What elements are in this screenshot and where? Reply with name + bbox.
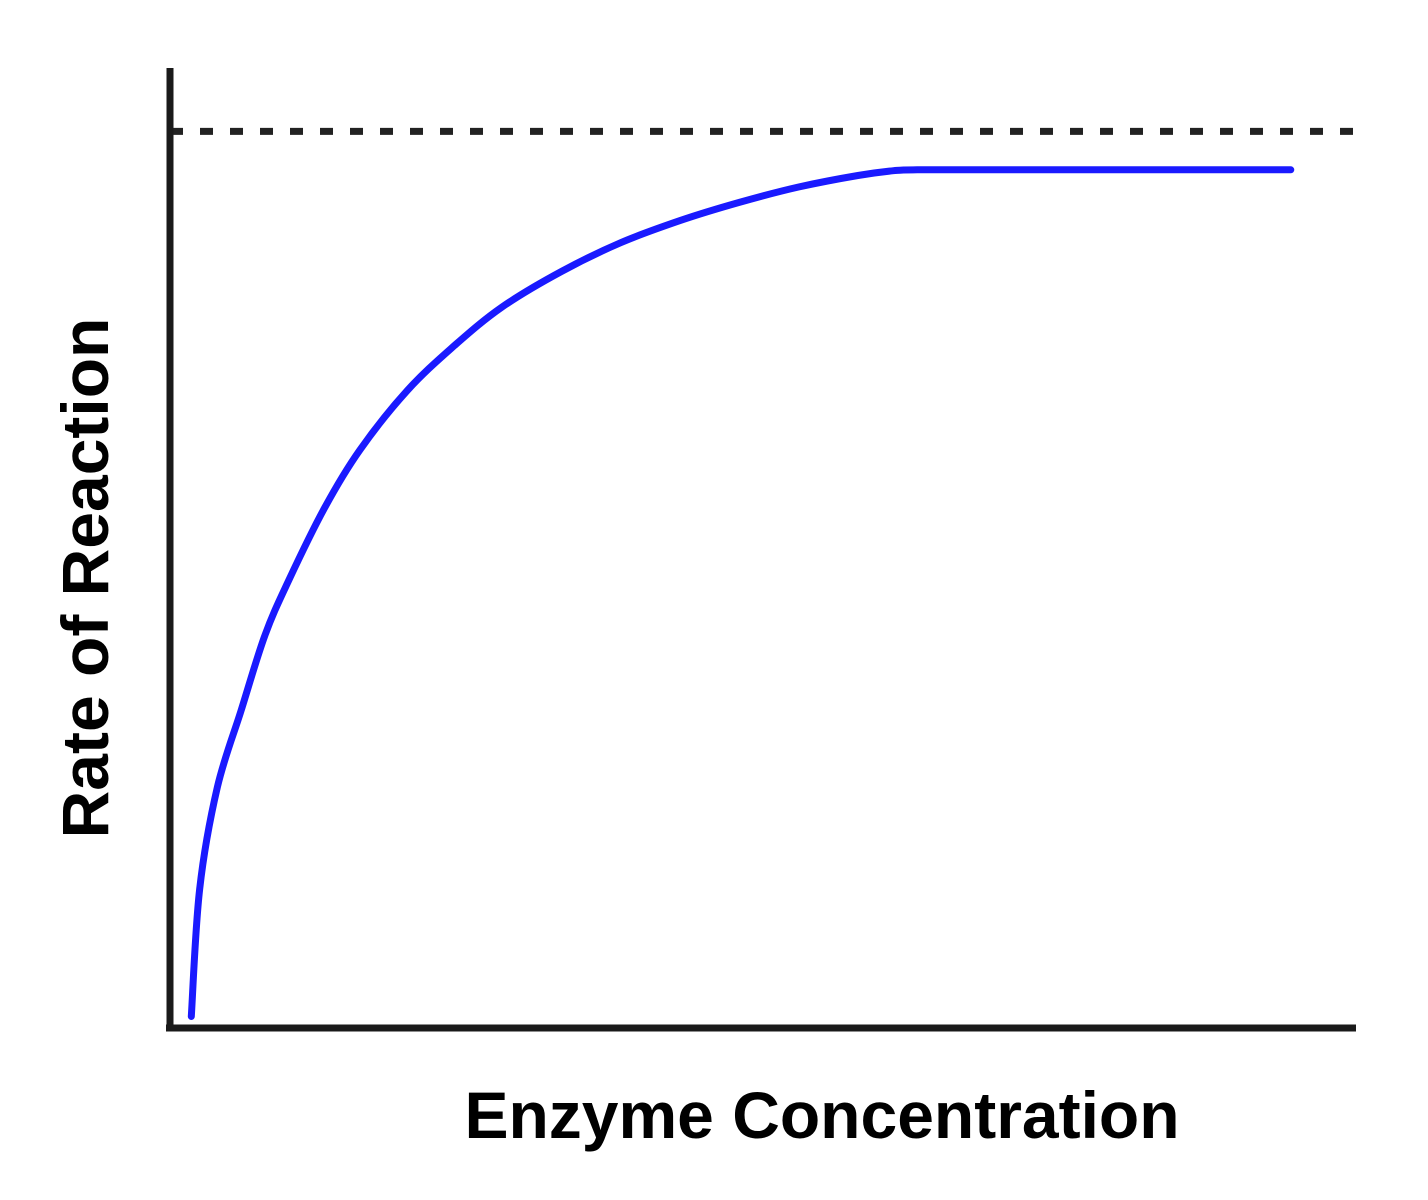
x-axis-label: Enzyme Concentration [464,1078,1179,1152]
y-axis-label: Rate of Reaction [48,318,122,839]
rate-curve-line [187,166,1295,1020]
